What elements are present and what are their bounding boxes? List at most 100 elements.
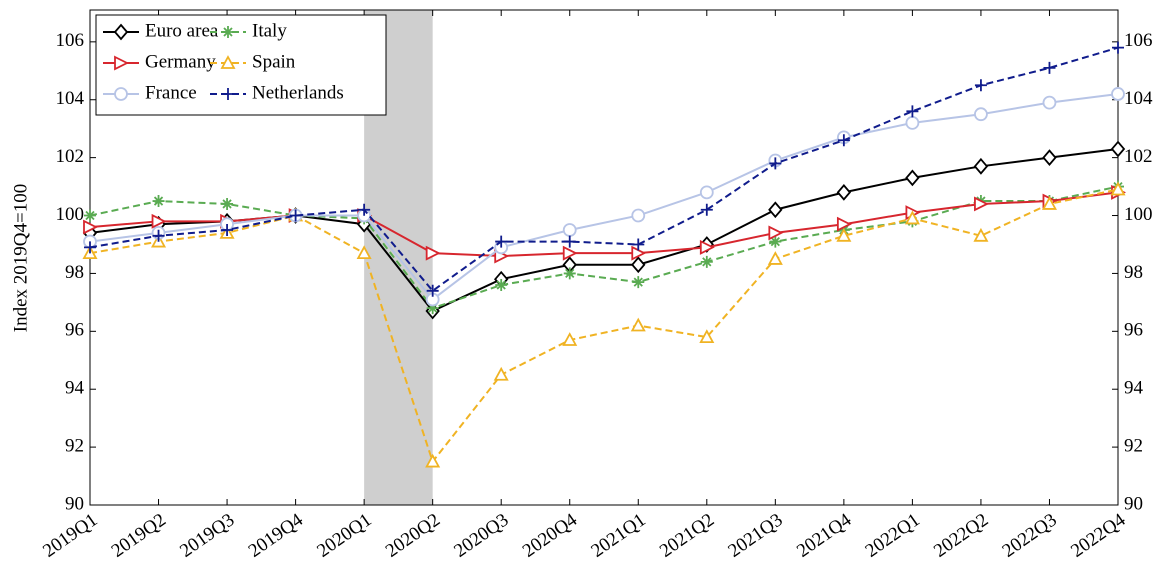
marker — [905, 115, 920, 130]
marker — [700, 203, 713, 216]
y-tick-label: 100 — [56, 204, 85, 225]
legend-label: Netherlands — [252, 82, 344, 103]
marker — [974, 107, 988, 122]
marker — [768, 201, 783, 219]
marker — [114, 87, 128, 101]
series-line — [89, 46, 1119, 293]
marker — [1042, 149, 1057, 167]
marker — [700, 255, 713, 268]
x-tick-label: 2020Q2 — [382, 509, 444, 561]
series-line — [89, 188, 1119, 464]
x-tick-label: 2021Q2 — [656, 509, 718, 561]
marker — [114, 55, 130, 71]
y-tick-label: 102 — [1124, 146, 1153, 167]
marker — [83, 219, 99, 235]
marker — [767, 251, 783, 265]
marker — [974, 196, 989, 212]
marker — [631, 256, 646, 274]
marker — [1042, 95, 1057, 110]
marker — [1043, 61, 1056, 74]
x-tick-label: 2021Q3 — [724, 509, 786, 561]
legend-label: Italy — [252, 20, 287, 41]
marker — [699, 239, 715, 255]
marker — [1110, 140, 1126, 158]
x-tick-label: 2020Q4 — [519, 509, 582, 562]
marker — [837, 134, 850, 147]
y-tick-label: 98 — [65, 262, 84, 283]
y-tick-label: 106 — [1124, 30, 1153, 51]
marker — [356, 245, 372, 260]
marker — [426, 302, 439, 315]
y-tick-label: 90 — [65, 493, 84, 514]
x-tick-label: 2019Q3 — [176, 509, 238, 561]
marker — [220, 55, 236, 69]
y-tick-label: 90 — [1124, 493, 1143, 514]
marker — [906, 105, 919, 118]
marker — [152, 229, 165, 242]
legend-label: Euro area — [145, 20, 219, 41]
marker — [289, 209, 302, 222]
y-tick-label: 96 — [1124, 320, 1143, 341]
series-line — [89, 147, 1119, 313]
marker — [495, 235, 508, 248]
marker — [222, 88, 234, 100]
marker — [973, 157, 989, 175]
y-tick-label: 98 — [1124, 262, 1143, 283]
x-tick-label: 2021Q1 — [587, 509, 649, 561]
marker — [1111, 87, 1125, 101]
x-tick-label: 2022Q3 — [999, 509, 1061, 561]
marker — [113, 23, 129, 41]
y-tick-label: 94 — [65, 378, 85, 399]
marker — [493, 366, 509, 381]
marker — [495, 279, 508, 291]
x-tick-label: 2020Q1 — [313, 509, 375, 561]
series-line — [89, 191, 1119, 258]
legend-label: Spain — [252, 51, 296, 72]
series-line — [89, 185, 1119, 310]
x-tick-label: 2020Q3 — [450, 509, 512, 561]
y-tick-label: 104 — [56, 88, 85, 109]
marker — [769, 157, 782, 170]
marker — [632, 238, 645, 251]
marker — [562, 332, 578, 346]
marker — [562, 245, 578, 261]
x-tick-label: 2019Q4 — [245, 509, 308, 562]
marker — [1110, 181, 1126, 196]
marker — [905, 169, 920, 187]
marker — [563, 267, 576, 280]
y-tick-label: 94 — [1124, 378, 1144, 399]
marker — [426, 284, 439, 297]
marker — [630, 317, 646, 332]
marker — [836, 183, 852, 201]
marker — [563, 235, 576, 248]
x-tick-label: 2022Q1 — [862, 509, 924, 561]
marker — [358, 203, 371, 216]
series-line — [89, 92, 1119, 301]
marker — [1112, 41, 1124, 54]
y-tick-label: 92 — [1124, 435, 1143, 456]
y-tick-label: 100 — [1124, 204, 1153, 225]
y-tick-label: 102 — [56, 146, 85, 167]
y-tick-label: 104 — [1124, 88, 1153, 109]
marker — [769, 235, 782, 248]
marker — [699, 185, 714, 200]
marker — [836, 216, 852, 232]
marker — [84, 241, 96, 254]
y-tick-label: 106 — [56, 30, 85, 51]
x-tick-label: 2021Q4 — [793, 509, 856, 562]
legend-label: Germany — [145, 51, 216, 72]
marker — [1041, 196, 1057, 210]
x-tick-label: 2019Q1 — [39, 509, 101, 561]
legend-box — [95, 14, 387, 116]
marker — [222, 26, 234, 38]
y-tick-label: 92 — [65, 435, 84, 456]
marker — [973, 227, 989, 242]
marker — [974, 79, 987, 92]
marker — [84, 209, 96, 222]
marker — [699, 329, 715, 344]
marker — [836, 227, 852, 242]
x-tick-label: 2022Q4 — [1067, 509, 1130, 562]
x-tick-label: 2022Q2 — [930, 509, 992, 561]
marker — [425, 453, 441, 468]
